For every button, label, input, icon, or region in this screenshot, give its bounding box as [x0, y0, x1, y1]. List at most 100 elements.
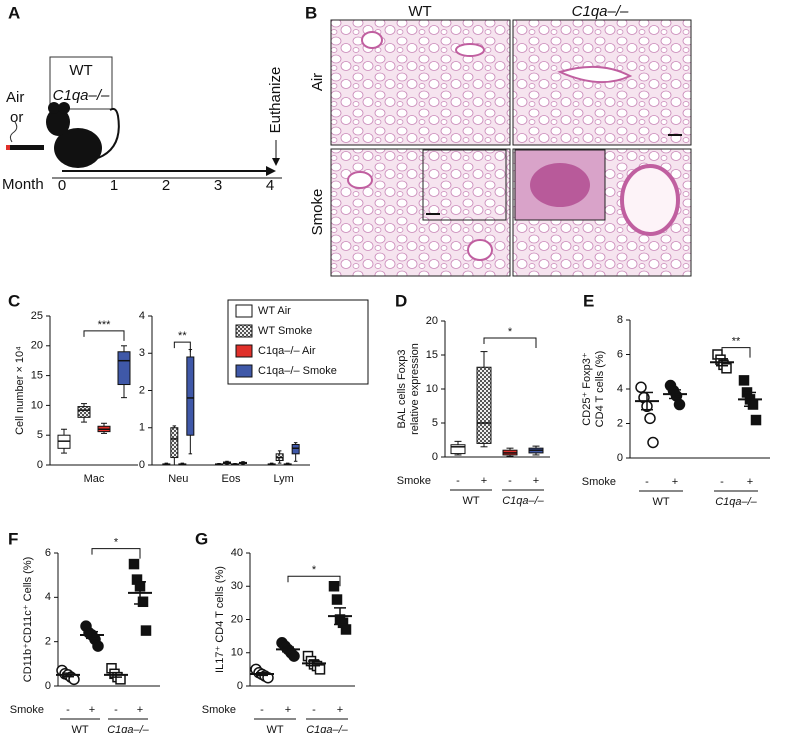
x-tick-label: - — [720, 476, 724, 488]
event-label: Euthanize — [267, 67, 284, 134]
y-tick-label: 8 — [617, 314, 623, 326]
point — [635, 381, 647, 394]
point — [328, 581, 340, 592]
x-tick-label: + — [533, 475, 539, 487]
y-tick-label: 40 — [231, 547, 243, 559]
legend-label: C1qa–/– Smoke — [258, 365, 337, 377]
box — [77, 406, 91, 418]
y-tick-label: 6 — [45, 547, 51, 559]
y-axis-label: relative expression — [409, 343, 421, 435]
y-tick-label: 0 — [139, 459, 145, 471]
mouse — [46, 102, 120, 168]
y-tick-label: 15 — [426, 349, 438, 361]
month-label: 4 — [266, 177, 274, 194]
group-label: WT — [462, 495, 479, 507]
column-label: C1qa–/– — [572, 3, 629, 20]
y-tick-label: 5 — [432, 417, 438, 429]
significance-bracket — [287, 575, 341, 587]
point — [644, 412, 656, 425]
point — [128, 558, 140, 570]
y-tick-label: 4 — [139, 310, 145, 322]
legend-swatch — [235, 304, 253, 318]
x-tick-label: Mac — [84, 473, 105, 485]
y-tick-label: 15 — [31, 370, 43, 382]
y-tick-label: 1 — [139, 422, 145, 434]
panel-label: E — [583, 291, 594, 310]
y-tick-label: 20 — [426, 315, 438, 327]
x-tick-label: Lym — [273, 473, 293, 485]
row-label: Smoke — [309, 189, 326, 236]
x-tick-label: Neu — [168, 473, 188, 485]
point — [115, 674, 126, 685]
cigarette-tip — [6, 145, 10, 150]
group-label: C1qa–/– — [53, 87, 110, 104]
x-tick-label: + — [672, 476, 678, 488]
box — [476, 366, 492, 444]
point — [750, 414, 762, 426]
box — [291, 444, 300, 455]
y-tick-label: 20 — [231, 613, 243, 625]
x-tick-label: - — [645, 476, 649, 488]
y-tick-label: 30 — [231, 580, 243, 592]
group-label: WT — [69, 62, 92, 79]
panel-label: G — [195, 529, 208, 548]
box — [186, 356, 195, 436]
x-axis-label: Smoke — [202, 704, 236, 716]
y-tick-label: 3 — [139, 347, 145, 359]
point — [647, 436, 659, 449]
y-tick-label: 2 — [45, 636, 51, 648]
box — [450, 444, 466, 455]
x-tick-label: - — [508, 475, 512, 487]
group-label: WT — [266, 724, 283, 733]
group-label: WT — [652, 496, 669, 508]
significance-bracket — [483, 337, 537, 348]
point — [340, 624, 352, 635]
x-tick-label: - — [312, 704, 316, 716]
y-tick-label: 2 — [617, 417, 623, 429]
legend-swatch — [235, 364, 253, 378]
histology-images — [330, 19, 692, 277]
panel-label: B — [305, 3, 317, 22]
x-tick-label: - — [66, 704, 70, 716]
group-label: C1qa–/– — [715, 496, 757, 508]
x-tick-label: + — [337, 704, 343, 716]
y-tick-label: 10 — [231, 647, 243, 659]
y-axis-label: BAL cells Foxp3 — [396, 349, 408, 428]
panel-label: A — [8, 3, 20, 22]
significance-bracket — [721, 347, 751, 358]
panel-label: C — [8, 291, 20, 310]
legend-label: WT Air — [258, 305, 291, 317]
y-tick-label: 0 — [432, 451, 438, 463]
event-arrowhead — [272, 158, 280, 166]
smoke — [9, 121, 18, 143]
significance-label: ** — [732, 336, 741, 348]
timeline-arrow — [266, 166, 276, 176]
month-label: 3 — [214, 177, 222, 194]
axis-label: Month — [2, 176, 44, 193]
y-tick-label: 5 — [37, 429, 43, 441]
significance-label: ** — [178, 330, 187, 342]
x-tick-label: - — [456, 475, 460, 487]
significance-label: * — [114, 536, 119, 548]
y-tick-label: 2 — [139, 384, 145, 396]
point — [721, 363, 732, 374]
x-tick-label: + — [285, 704, 291, 716]
legend-label: C1qa–/– Air — [258, 345, 316, 357]
point — [314, 664, 326, 675]
x-tick-label: + — [747, 476, 753, 488]
y-axis-label: CD4 T cells (%) — [594, 351, 606, 428]
group-label: C1qa–/– — [306, 724, 348, 733]
group-box — [49, 56, 113, 110]
significance-bracket — [173, 341, 191, 353]
point — [331, 594, 343, 605]
point — [673, 398, 686, 411]
x-tick-label: Eos — [222, 473, 241, 485]
x-tick-label: + — [137, 704, 143, 716]
month-label: 1 — [110, 177, 118, 194]
cigarette — [6, 145, 44, 150]
group-label: WT — [71, 724, 88, 733]
x-axis-label: Smoke — [582, 476, 616, 488]
point — [738, 375, 750, 386]
significance-label: * — [312, 564, 317, 576]
